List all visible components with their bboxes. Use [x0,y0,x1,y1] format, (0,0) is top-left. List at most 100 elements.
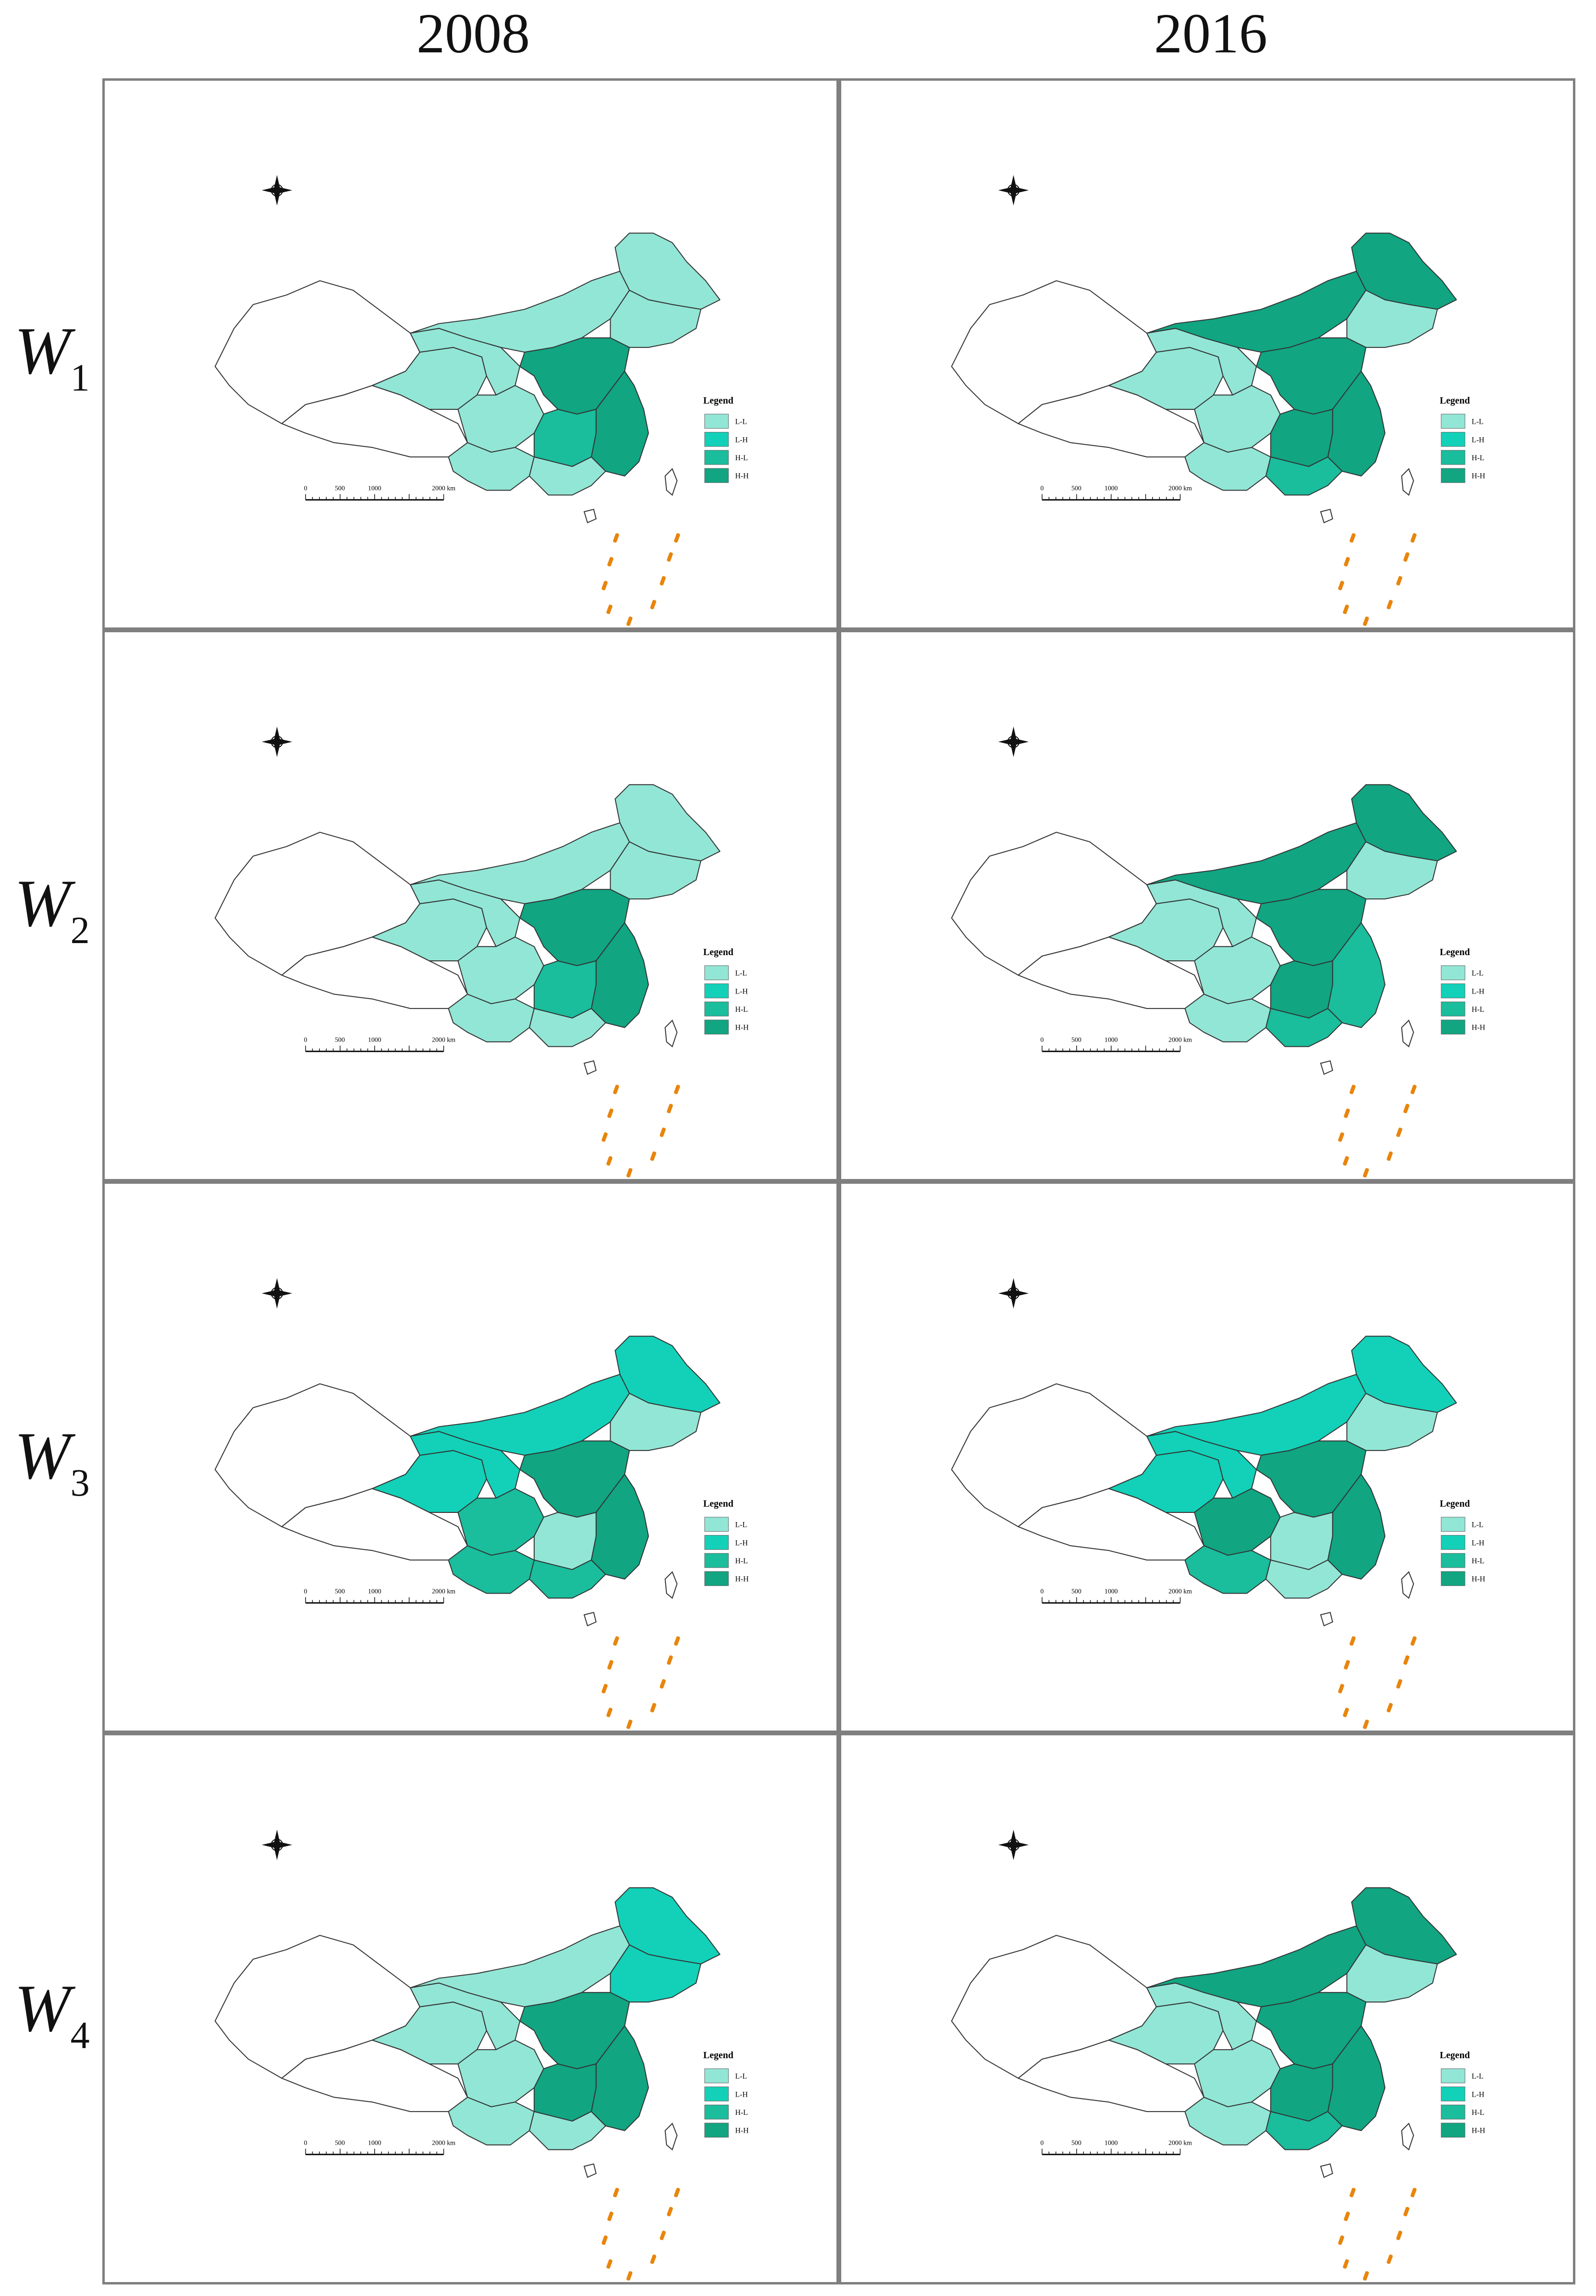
legend-swatch-h-h [704,1019,729,1035]
boundary-dash [650,600,656,610]
legend: Legend L-L L-H H-L H-H [703,2050,749,2138]
scale-bar: 0 500 1000 2000 km [1041,1037,1192,1052]
region-central [1270,2063,1333,2122]
boundary-dash [660,2231,666,2240]
legend-label: H-L [1472,1557,1484,1565]
legend-label: H-L [735,1557,748,1565]
scale-bar-tick-label: 0 [1041,2140,1044,2147]
region-tibet [281,1488,468,1561]
boundary-dash [650,1703,656,1713]
legend-label: H-H [735,2127,749,2135]
boundary-dash [660,576,666,586]
scale-bar-tick-label: 0 [1041,1588,1044,1596]
legend-swatch-l-l [704,414,729,429]
north-arrow-icon [261,1829,293,1860]
region-taiwan [664,1571,678,1599]
boundary-dash [1396,2231,1402,2240]
map-panel-w3-2008: 0 500 1000 2000 km Legend L-L L-H H-L H-H [102,1181,839,1733]
scale-bar: 0 500 1000 2000 km [304,1588,455,1604]
legend-label: L-L [735,2073,747,2081]
scale-bar-tick-label: 0 [1041,485,1044,492]
boundary-dash [1387,600,1393,610]
boundary-dash [667,1104,673,1114]
region-south [528,2111,606,2150]
scale-bar-tick-label: 1000 [368,1037,381,1044]
map-panel-w1-2016: 0 500 1000 2000 km Legend L-L L-H H-L H-H [839,78,1575,630]
scale-bar-tick-label: 0 [304,1588,307,1596]
legend-label: L-H [735,1539,748,1547]
boundary-dash [1396,1679,1402,1689]
scale-bar: 0 500 1000 2000 km [1041,2140,1192,2155]
boundary-dash [667,552,673,562]
boundary-dash [667,2207,673,2217]
region-taiwan [664,1019,678,1048]
boundary-dash [1410,1636,1417,1646]
region-hainan [583,2163,597,2178]
boundary-dash [1338,580,1344,590]
scale-bar-tick-label: 2000 km [1168,2140,1192,2147]
legend-label: L-H [735,436,748,444]
legend-label: H-L [1472,454,1484,462]
boundary-dash [1403,1655,1410,1665]
legend-swatch-l-h [704,432,729,447]
region-hainan [1320,508,1333,524]
region-tibet [1018,936,1205,1009]
region-central [533,960,597,1019]
north-arrow-icon [998,175,1029,206]
region-jilin-liaoning [1346,290,1438,348]
boundary-dash [1410,533,1417,543]
region-central [533,408,597,467]
boundary-dash [602,1132,608,1142]
region-taiwan [1401,1571,1414,1599]
legend-title: Legend [703,395,734,406]
legend-swatch-l-l [704,2068,729,2084]
scale-bar-tick-label: 0 [1041,1037,1044,1044]
scale-bar-tick-label: 2000 km [432,1588,455,1596]
legend-label: L-H [1472,436,1484,444]
legend-swatch-h-h [704,1571,729,1586]
legend: Legend L-L L-H H-L H-H [703,947,749,1035]
scale-bar: 0 500 1000 2000 km [304,485,455,501]
scale-bar-tick-label: 2000 km [1168,1588,1192,1596]
legend-label: L-L [1472,418,1484,426]
boundary-dash [613,1636,619,1646]
north-arrow-icon [261,1278,293,1309]
region-tibet [281,2039,468,2112]
boundary-dash [1338,1683,1344,1694]
scale-bar-tick-label: 2000 km [1168,485,1192,492]
boundary-dash [606,1707,613,1718]
legend-swatch-l-h [1441,2087,1465,2101]
boundary-dash [607,557,614,567]
region-tibet [1018,1488,1205,1561]
map-panel-w1-2008: 0 500 1000 2000 km Legend L-L L-H H-L H-H [102,78,839,630]
scale-bar-tick-label: 500 [1071,2140,1081,2147]
boundary-dash [1343,1156,1349,1166]
region-jilin-liaoning [1346,1944,1438,2003]
boundary-dash [1410,1084,1417,1094]
region-south [1265,456,1343,496]
china-map: 0 500 1000 2000 km Legend L-L L-H H-L H-H [951,175,1485,626]
region-hainan [583,1060,597,1075]
region-taiwan [664,468,678,496]
region-south [528,1008,606,1047]
scale-bar-tick-label: 500 [335,1588,345,1596]
region-south [1265,1008,1343,1047]
legend-swatch-l-h [1441,983,1465,998]
region-taiwan [664,2123,678,2151]
boundary-dash [674,1636,680,1646]
boundary-dash [1403,552,1410,562]
region-jilin-liaoning [610,841,701,900]
boundary-dash [1338,2235,1344,2245]
boundary-dash [602,580,608,590]
scale-bar-tick-label: 0 [304,485,307,492]
scale-bar-tick-label: 500 [335,485,345,492]
legend-swatch-l-l [704,1517,729,1532]
boundary-dash [607,1108,614,1118]
boundary-dash [660,1128,666,1137]
legend-swatch-l-h [1441,1535,1465,1550]
boundary-dash [602,1683,608,1694]
legend-label: L-L [1472,2073,1484,2081]
boundary-dash [1344,557,1350,567]
boundary-dash [1343,2259,1349,2269]
scale-bar-tick-label: 2000 km [1168,1037,1192,1044]
